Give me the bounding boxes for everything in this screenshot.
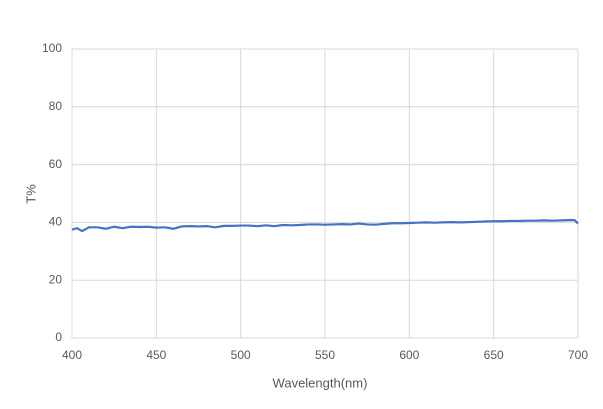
x-axis-label: Wavelength(nm) <box>273 375 368 390</box>
y-tick-label: 0 <box>55 330 62 344</box>
y-axis-label: T% <box>23 184 38 204</box>
x-tick-label: 650 <box>484 348 504 362</box>
y-tick-label: 20 <box>49 272 63 286</box>
x-tick-label: 600 <box>399 348 419 362</box>
x-tick-label: 550 <box>315 348 335 362</box>
y-tick-label: 100 <box>42 41 62 55</box>
data-line <box>71 218 579 233</box>
x-tick-label: 700 <box>568 348 588 362</box>
x-tick-label: 450 <box>146 348 166 362</box>
x-tick-label: 400 <box>62 348 82 362</box>
y-tick-label: 40 <box>49 215 63 229</box>
y-tick-label: 80 <box>49 99 63 113</box>
y-tick-label: 60 <box>49 157 63 171</box>
x-tick-label: 500 <box>231 348 251 362</box>
